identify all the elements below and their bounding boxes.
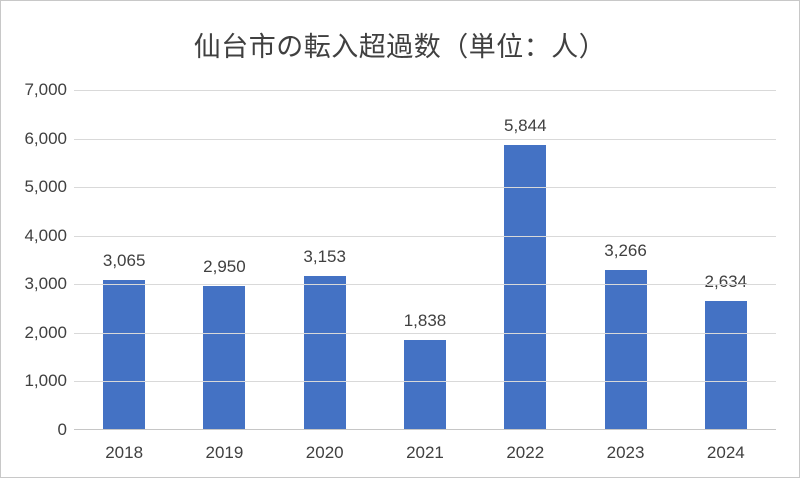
bar-slot: 3,266 bbox=[575, 90, 675, 429]
bar-slot: 2,634 bbox=[676, 90, 776, 429]
bar-slot: 5,844 bbox=[475, 90, 575, 429]
y-tick-label: 5,000 bbox=[24, 177, 67, 197]
bar-value-label: 2,634 bbox=[704, 272, 748, 292]
y-tick-label: 6,000 bbox=[24, 128, 67, 148]
gridline bbox=[74, 138, 776, 140]
y-tick-label: 4,000 bbox=[24, 225, 67, 245]
gridline bbox=[74, 90, 776, 91]
x-tick-label: 2019 bbox=[205, 443, 244, 462]
y-tick-label: 0 bbox=[57, 420, 67, 439]
gridline bbox=[74, 284, 776, 286]
bar-value-label: 1,838 bbox=[403, 310, 447, 330]
bar-slot: 3,065 bbox=[74, 90, 174, 429]
gridline bbox=[74, 235, 776, 237]
y-tick-label: 7,000 bbox=[24, 80, 67, 99]
bar bbox=[203, 285, 246, 429]
x-tick-label: 2023 bbox=[606, 443, 645, 462]
x-tick-label: 2022 bbox=[506, 443, 545, 462]
x-tick-label: 2021 bbox=[406, 443, 444, 462]
bar-slot: 1,838 bbox=[375, 90, 475, 429]
x-axis: 2018 2019 2020 2021 2022 2023 2024 bbox=[74, 440, 776, 466]
bar-value-label: 5,844 bbox=[503, 116, 547, 136]
x-tick-label: 2020 bbox=[305, 443, 344, 462]
y-tick-label: 3,000 bbox=[24, 274, 67, 294]
gridline bbox=[74, 332, 776, 334]
bar bbox=[103, 280, 146, 429]
gridline bbox=[74, 187, 776, 189]
x-tick-label: 2024 bbox=[706, 443, 745, 462]
y-axis: 0 1,000 2,000 3,000 4,000 5,000 6,000 7,000 bbox=[1, 1, 67, 477]
bar-slot: 2,950 bbox=[174, 90, 274, 429]
bars-container: 3,065 2,950 3,153 1,838 5,844 3,266 2,634 bbox=[74, 90, 776, 429]
chart-title: 仙台市の転入超過数（単位：人） bbox=[193, 32, 607, 62]
bar-value-label: 2,950 bbox=[203, 256, 246, 276]
bar bbox=[704, 301, 747, 429]
bar-value-label: 3,153 bbox=[303, 246, 346, 266]
y-tick-label: 1,000 bbox=[24, 371, 67, 391]
bar bbox=[604, 270, 647, 429]
y-tick-label: 2,000 bbox=[24, 322, 67, 342]
x-tick-label: 2018 bbox=[105, 443, 144, 462]
plot-area: 3,065 2,950 3,153 1,838 5,844 3,266 2,634 bbox=[74, 90, 776, 430]
bar-value-label: 3,266 bbox=[604, 241, 647, 261]
bar bbox=[403, 339, 446, 429]
bar bbox=[303, 275, 346, 429]
gridline bbox=[74, 381, 776, 383]
bar-value-label: 3,065 bbox=[102, 251, 146, 271]
bar-slot: 3,153 bbox=[275, 90, 375, 429]
